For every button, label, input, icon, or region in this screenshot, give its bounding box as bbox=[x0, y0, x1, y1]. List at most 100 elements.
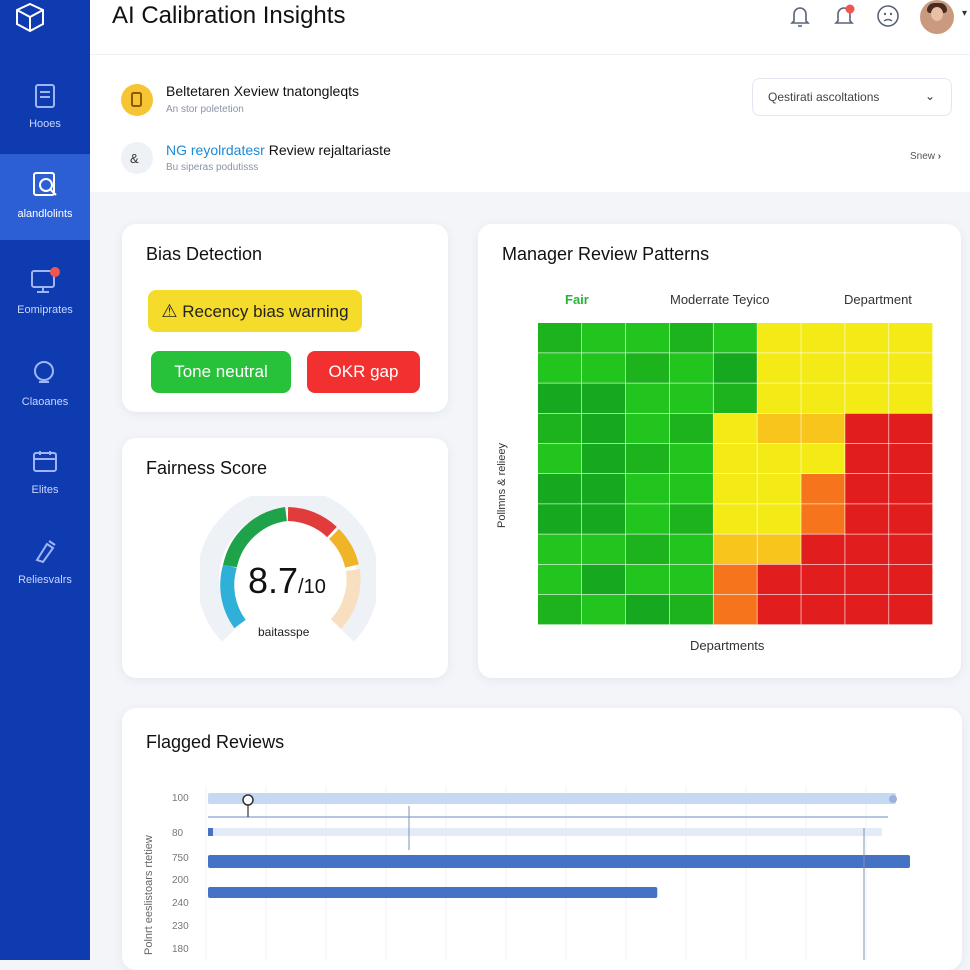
lightbulb-icon bbox=[121, 84, 153, 116]
heatmap-cell bbox=[713, 564, 757, 595]
warning-icon: ⚠ bbox=[161, 301, 178, 321]
bar-marker bbox=[208, 828, 213, 836]
user-icon[interactable] bbox=[875, 3, 901, 29]
flagged-y-axis-label: Polnrt eeslistoars rtetiew bbox=[143, 835, 155, 955]
tools-icon bbox=[35, 540, 56, 564]
heatmap-cell bbox=[713, 474, 757, 504]
y-tick-label: 200 bbox=[172, 875, 189, 886]
heatmap-cell bbox=[625, 323, 670, 353]
gauge-caption: baitasspe bbox=[258, 625, 310, 639]
flagged-reviews-card: Flagged Reviews bbox=[122, 708, 962, 970]
bell-icon[interactable] bbox=[788, 3, 812, 29]
manager-review-heatmap bbox=[538, 323, 933, 625]
gauge-segment-remaining bbox=[330, 569, 361, 629]
sidebar-item-templates[interactable]: Eomiprates bbox=[0, 266, 90, 352]
sidebar-item-label: Elites bbox=[31, 484, 59, 496]
tone-neutral-badge[interactable]: Tone neutral bbox=[151, 351, 291, 393]
heatmap-cell bbox=[581, 443, 626, 474]
bar[interactable] bbox=[208, 887, 658, 898]
heatmap-cell bbox=[538, 353, 582, 383]
sidebar-item-elites[interactable]: Elites bbox=[0, 448, 90, 534]
suggestion-title-row[interactable]: NG reyolrdatesr Review rejaltariaste bbox=[166, 142, 391, 158]
page-title: AI Calibration Insights bbox=[112, 2, 346, 29]
heatmap-cell bbox=[538, 383, 582, 413]
heatmap-x-axis-label: Departments bbox=[690, 638, 765, 653]
y-tick-label: 180 bbox=[172, 944, 189, 955]
heatmap-cell bbox=[801, 323, 845, 353]
chevron-right-icon: › bbox=[937, 151, 942, 162]
avatar-face bbox=[931, 7, 943, 21]
heatmap-cell bbox=[581, 353, 626, 383]
heatmap-cell bbox=[713, 353, 757, 383]
chevron-down-icon[interactable]: ▾ bbox=[962, 8, 968, 19]
heatmap-cell bbox=[845, 534, 889, 564]
heatmap-cell bbox=[581, 534, 626, 564]
show-more-label: Snew bbox=[910, 151, 936, 162]
sidebar-item-label: Reliesvalrs bbox=[18, 574, 72, 586]
suggestion-title[interactable]: Beltetaren Xeview tnatongleqts bbox=[166, 83, 360, 99]
heatmap-cell bbox=[889, 443, 933, 474]
show-more-link[interactable]: Snew › bbox=[910, 151, 941, 162]
heatmap-cell bbox=[625, 564, 670, 595]
fairness-score-value: 8.7/10 bbox=[248, 560, 326, 602]
suggestions-panel bbox=[90, 54, 970, 192]
heatmap-cell bbox=[581, 564, 626, 595]
y-tick-label: 80 bbox=[172, 828, 184, 839]
heatmap-cell bbox=[801, 504, 845, 534]
range-end-handle[interactable] bbox=[889, 795, 897, 803]
y-tick-label: 230 bbox=[172, 921, 189, 932]
heatmap-cell bbox=[581, 323, 626, 353]
gauge-segment-blue bbox=[220, 563, 246, 629]
recommendations-dropdown[interactable]: Qestirati ascoltations ⌄ bbox=[752, 78, 952, 116]
range-handle[interactable] bbox=[242, 794, 254, 806]
suggestion-tag: NG reyolrdatesr bbox=[166, 142, 265, 158]
heatmap-cell bbox=[625, 443, 670, 474]
heatmap-cell bbox=[845, 594, 889, 625]
heatmap-cell bbox=[669, 594, 713, 625]
heatmap-cell bbox=[625, 534, 670, 564]
heatmap-cell bbox=[757, 383, 801, 413]
heatmap-cell bbox=[757, 353, 801, 383]
heatmap-cell bbox=[713, 443, 757, 474]
recency-bias-warning-badge[interactable]: ⚠ Recency bias warning bbox=[148, 290, 362, 332]
dropdown-label: Qestirati ascoltations bbox=[768, 90, 880, 104]
heatmap-cell bbox=[669, 353, 713, 383]
bar[interactable] bbox=[208, 793, 896, 804]
heatmap-cell bbox=[713, 413, 757, 444]
heatmap-cell bbox=[538, 504, 582, 534]
heatmap-cell bbox=[889, 323, 933, 353]
sidebar-item-calibrations[interactable]: alandlolints bbox=[0, 154, 90, 240]
heatmap-cell bbox=[713, 594, 757, 625]
chevron-down-icon: ⌄ bbox=[925, 89, 936, 103]
sidebar-item-home[interactable]: Hooes bbox=[0, 82, 90, 168]
card-title: Fairness Score bbox=[146, 458, 268, 478]
heatmap-cell bbox=[889, 534, 933, 564]
okr-gap-badge[interactable]: OKR gap bbox=[307, 351, 420, 393]
heatmap-cell bbox=[581, 504, 626, 534]
heatmap-cell bbox=[538, 594, 582, 625]
bar[interactable] bbox=[208, 828, 882, 836]
heatmap-cell bbox=[538, 323, 582, 353]
heatmap-column-header: Moderrate Teyico bbox=[670, 292, 770, 307]
card-title: Bias Detection bbox=[146, 244, 263, 264]
sidebar-item-clearances[interactable]: Claoanes bbox=[0, 358, 90, 444]
heatmap-cell bbox=[889, 474, 933, 504]
heatmap-cell bbox=[757, 564, 801, 595]
heatmap-cell bbox=[757, 323, 801, 353]
suggestion-title: Review rejaltariaste bbox=[268, 142, 391, 158]
sidebar-item-reliesvalrs[interactable]: Reliesvalrs bbox=[0, 536, 90, 622]
heatmap-cell bbox=[757, 534, 801, 564]
heatmap-cell bbox=[713, 534, 757, 564]
heatmap-cell bbox=[845, 564, 889, 595]
bar[interactable] bbox=[208, 855, 910, 868]
suggestion-subtitle: Bu siperas podutisss bbox=[166, 162, 259, 173]
heatmap-cell bbox=[845, 353, 889, 383]
notification-bell-icon[interactable] bbox=[832, 3, 858, 29]
heatmap-cell bbox=[581, 474, 626, 504]
avatar[interactable] bbox=[920, 0, 954, 34]
y-tick-label: 240 bbox=[172, 898, 189, 909]
heatmap-cell bbox=[801, 474, 845, 504]
score-max: /10 bbox=[298, 576, 326, 598]
svg-text:&: & bbox=[130, 151, 139, 166]
heatmap-cell bbox=[845, 504, 889, 534]
